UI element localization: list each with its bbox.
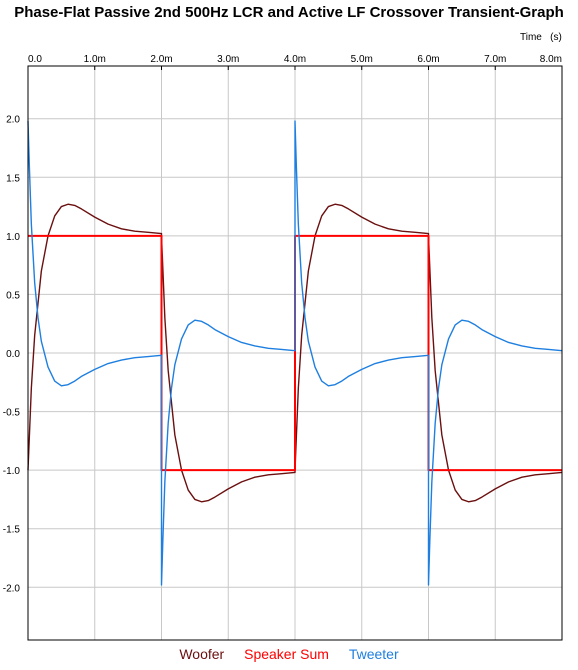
x-tick-labels: 0.0 1.0m 2.0m 3.0m 4.0m 5.0m 6.0m 7.0m 8.0m xyxy=(28,54,562,65)
y-tick-label: 0.5 xyxy=(6,290,20,301)
legend-speaker-sum: Speaker Sum xyxy=(244,646,329,662)
y-tick-label: -1.0 xyxy=(3,466,21,477)
x-tick-label: 5.0m xyxy=(351,54,373,65)
plot-frame xyxy=(27,65,563,641)
y-tick-label: -0.5 xyxy=(3,408,21,419)
legend: Woofer Speaker Sum Tweeter xyxy=(0,646,578,662)
y-tick-label: 1.0 xyxy=(6,232,20,243)
x-tick-label: 8.0m xyxy=(540,54,562,65)
y-tick-label: 1.5 xyxy=(6,173,20,184)
series-lines xyxy=(27,120,563,586)
y-tick-labels: 2.0 1.5 1.0 0.5 0.0 -0.5 -1.0 -1.5 -2.0 xyxy=(3,115,21,595)
legend-tweeter: Tweeter xyxy=(348,646,399,662)
x-tick-label: 0.0 xyxy=(28,54,42,65)
y-tick-label: -1.5 xyxy=(3,525,21,536)
x-axis-label: Time (s) xyxy=(520,32,562,43)
x-tick-label: 1.0m xyxy=(84,54,106,65)
y-tick-label: 0.0 xyxy=(6,349,20,360)
y-tick-label: 2.0 xyxy=(6,115,20,126)
x-tick-label: 2.0m xyxy=(150,54,172,65)
legend-woofer: Woofer xyxy=(179,646,225,662)
x-tick-label: 7.0m xyxy=(484,54,506,65)
y-tick-label: -2.0 xyxy=(3,583,21,594)
series-line-woofer xyxy=(27,203,563,503)
x-tick-label: 3.0m xyxy=(217,54,239,65)
x-tick-label: 6.0m xyxy=(417,54,439,65)
x-tick-label: 4.0m xyxy=(284,54,306,65)
series-line-tweeter xyxy=(27,120,563,586)
chart-title: Phase-Flat Passive 2nd 500Hz LCR and Act… xyxy=(14,4,564,21)
